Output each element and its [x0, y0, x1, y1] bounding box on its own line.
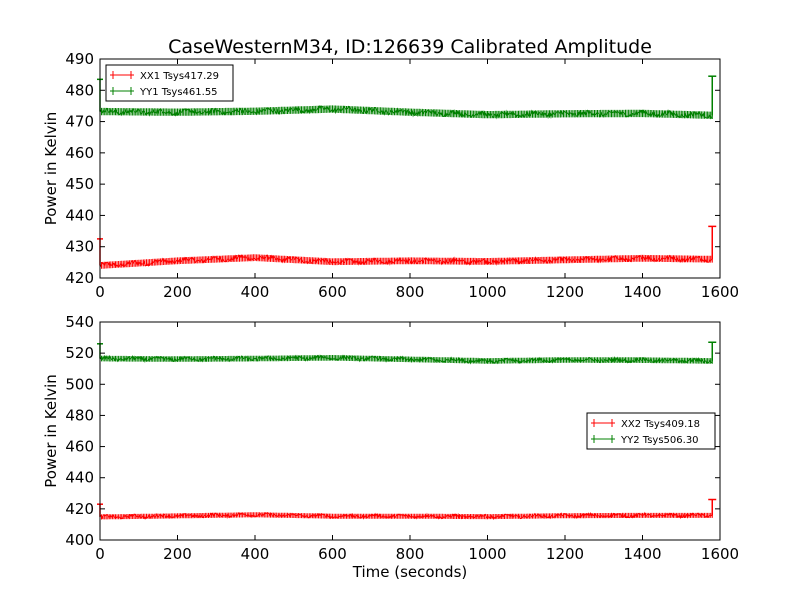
x-tick-label: 600 [318, 545, 347, 563]
y-axis-label: Power in Kelvin [42, 112, 60, 226]
series-2-1 [97, 498, 717, 521]
series-1-1 [97, 225, 717, 269]
legend-label: YY1 Tsys461.55 [139, 87, 218, 98]
x-tick-label: 1400 [623, 283, 661, 301]
y-tick-label: 400 [65, 531, 94, 549]
x-tick-label: 1400 [623, 545, 661, 563]
y-tick-label: 480 [65, 81, 94, 99]
x-tick-label: 1200 [546, 283, 584, 301]
x-tick-label: 600 [318, 283, 347, 301]
x-tick-label: 1200 [546, 545, 584, 563]
y-tick-label: 490 [65, 50, 94, 68]
bottom-panel: 0 200 400 600 800 1000 1200 1400 1600 400 420 440 46… [42, 313, 739, 581]
y-tick-label: 430 [65, 238, 94, 256]
x-tick-label: 1600 [701, 545, 739, 563]
y-tick-label: 460 [65, 438, 94, 456]
chart-title: CaseWesternM34, ID:126639 Calibrated Amp… [168, 36, 652, 58]
x-tick-label: 400 [241, 283, 270, 301]
series-2-2 [97, 341, 717, 365]
legend-box [586, 412, 716, 450]
legend-label: XX2 Tsys409.18 [621, 419, 700, 430]
legend: XX1 Tsys417.29 YY1 Tsys461.55 [105, 64, 234, 102]
legend-label: XX1 Tsys417.29 [140, 71, 219, 82]
y-tick-label: 480 [65, 406, 94, 424]
x-tick-label: 1000 [468, 283, 506, 301]
y-tick-label: 520 [65, 344, 94, 362]
x-tick-label: 400 [241, 545, 270, 563]
y-tick-label: 420 [65, 500, 94, 518]
y-tick-label: 470 [65, 113, 94, 131]
legend-label: YY2 Tsys506.30 [620, 435, 699, 446]
y-tick-label: 460 [65, 144, 94, 162]
top-panel: 0 200 400 600 800 1000 1200 1400 1600 420 430 440 45… [42, 50, 739, 301]
y-tick-label: 500 [65, 375, 94, 393]
y-tick-label: 440 [65, 469, 94, 487]
y-axis-label: Power in Kelvin [42, 374, 60, 488]
legend: XX2 Tsys409.18 YY2 Tsys506.30 [586, 412, 716, 450]
x-tick-label: 0 [95, 283, 105, 301]
x-axis-label: Time (seconds) [352, 563, 468, 581]
y-tick-label: 450 [65, 175, 94, 193]
x-tick-label: 1600 [701, 283, 739, 301]
x-tick-label: 1000 [468, 545, 506, 563]
y-tick-label: 540 [65, 313, 94, 331]
x-tick-label: 800 [396, 545, 425, 563]
x-tick-label: 0 [95, 545, 105, 563]
x-tick-label: 200 [163, 545, 192, 563]
x-tick-label: 800 [396, 283, 425, 301]
x-tick-label: 200 [163, 283, 192, 301]
legend-box [105, 64, 234, 102]
y-tick-label: 420 [65, 269, 94, 287]
y-tick-label: 440 [65, 206, 94, 224]
